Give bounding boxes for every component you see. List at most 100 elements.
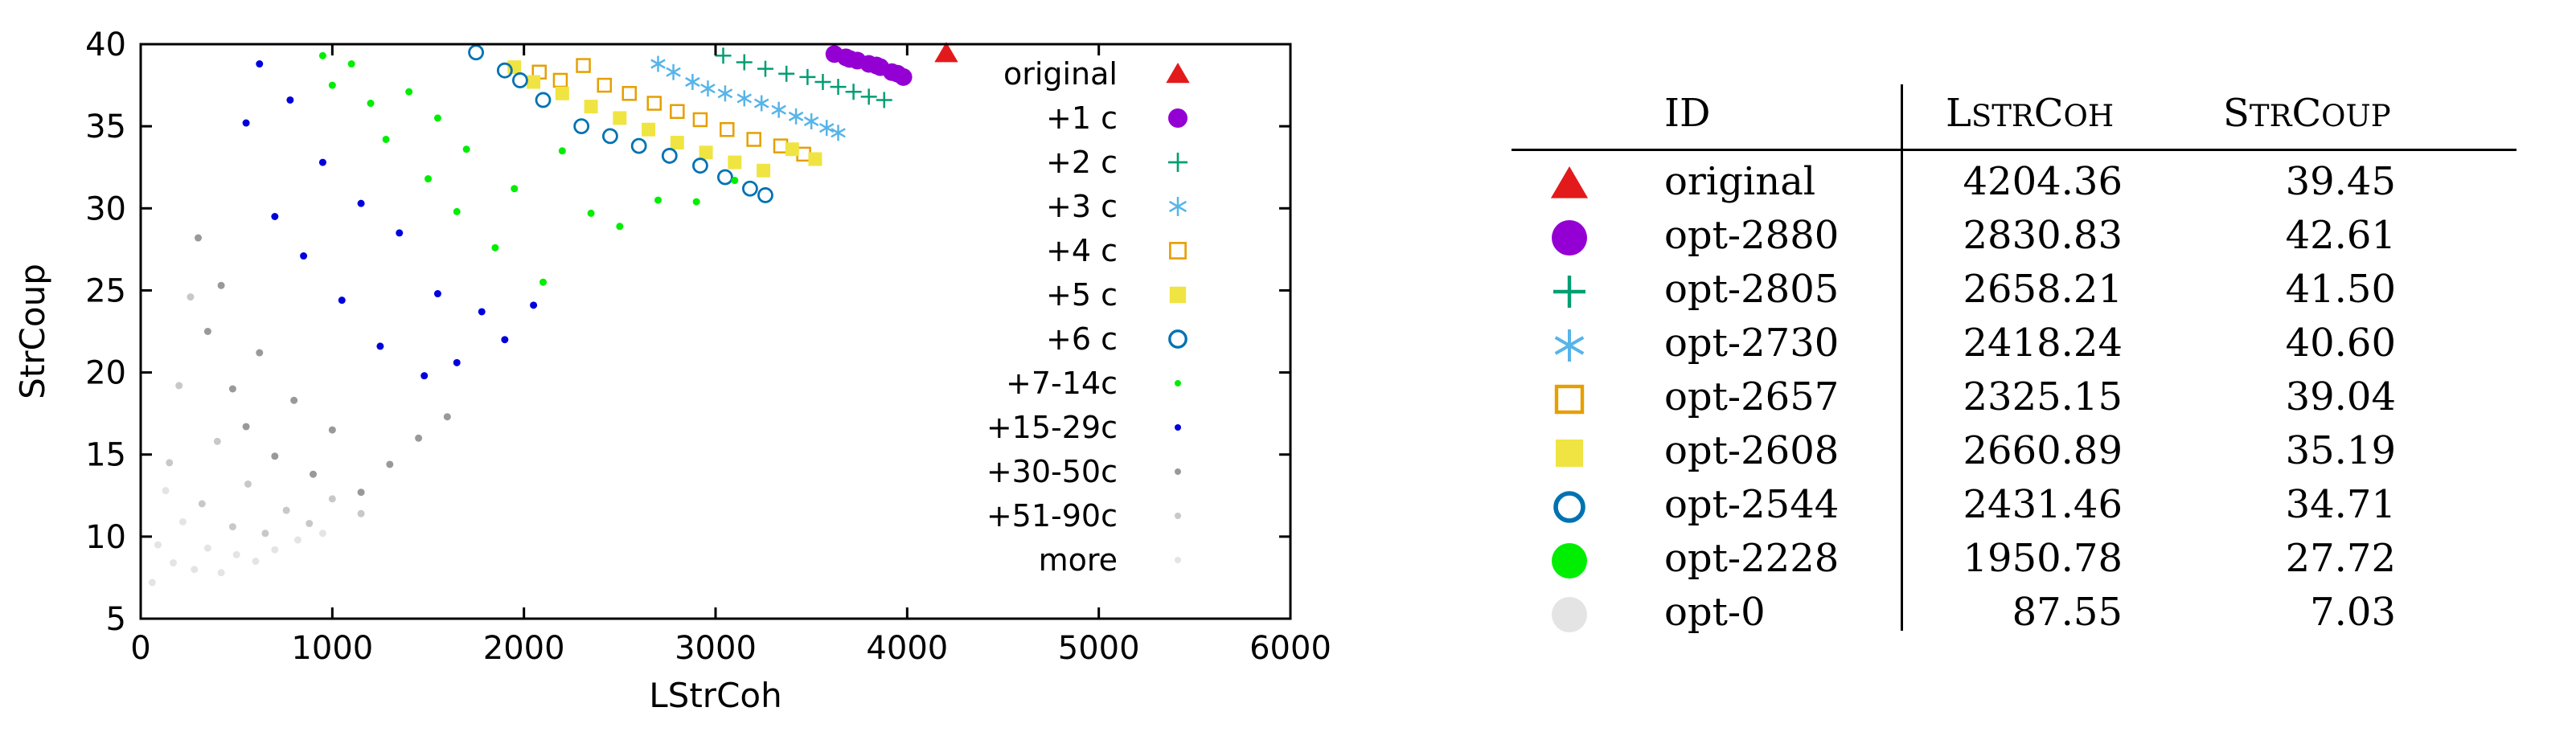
legend-label-5: +5 c <box>1046 277 1118 313</box>
point-s3-2-stroke <box>685 76 700 88</box>
row-lstrcoh: 2660.89 <box>1963 428 2123 473</box>
x-tick-label-0: 0 <box>130 630 150 667</box>
point-s7-15 <box>616 223 624 231</box>
point-s7-7 <box>433 114 441 122</box>
point-s3-5-stroke <box>736 93 753 104</box>
legend-label-4: +4 c <box>1046 233 1118 268</box>
header-strcoup: STRCOUP <box>2223 91 2391 136</box>
point-s2-9 <box>876 92 892 108</box>
row-marker-icon <box>1556 440 1583 467</box>
point-s5-7 <box>699 145 713 160</box>
point-s8-2 <box>271 213 279 220</box>
point-s8-7 <box>357 199 365 207</box>
row-marker-icon <box>1552 597 1587 632</box>
x-tick-label-1: 1000 <box>291 630 373 667</box>
point-s5-8 <box>728 155 742 170</box>
point-s7-16 <box>654 196 662 204</box>
row-marker-shape <box>1553 491 1585 523</box>
point-s2-5 <box>814 73 831 90</box>
point-s11-10 <box>271 546 279 554</box>
legend-marker-5 <box>1169 286 1187 304</box>
row-marker-icon <box>1552 543 1587 579</box>
point-s10-4 <box>213 437 221 445</box>
point-s7-13 <box>558 147 566 155</box>
row-id: opt-2880 <box>1664 213 1840 258</box>
row-marker-shape <box>1550 166 1589 198</box>
point-s4-5 <box>646 96 662 111</box>
point-s9-13 <box>443 413 451 421</box>
point-s7-1 <box>328 81 336 89</box>
y-tick-label-1: 10 <box>85 519 126 556</box>
point-s5-6 <box>670 136 684 150</box>
point-s5-11 <box>808 152 822 166</box>
point-s9-9 <box>328 426 336 434</box>
legend-marker-7 <box>1175 380 1181 386</box>
point-s1-9 <box>888 64 907 83</box>
point-s11-11 <box>293 536 301 544</box>
point-s6-11 <box>757 187 773 203</box>
y-tick-label-4: 25 <box>85 272 126 309</box>
point-s3-10-stroke <box>818 123 835 133</box>
point-s8-14 <box>501 336 509 344</box>
row-id: opt-0 <box>1664 590 1766 635</box>
point-s8-1 <box>256 60 264 68</box>
x-tick-label-4: 4000 <box>866 630 948 667</box>
point-s3-7-stroke <box>771 104 786 115</box>
point-s2-1 <box>736 54 753 71</box>
row-strcoup: 34.71 <box>2285 482 2396 527</box>
point-s7-9 <box>462 145 470 153</box>
point-s6-4 <box>573 118 590 135</box>
header-lstrcoh-c: C <box>2033 91 2064 136</box>
point-s6-9 <box>717 169 733 186</box>
point-s3-6-stroke <box>753 98 769 108</box>
row-id: opt-2805 <box>1664 267 1840 312</box>
table-row: opt-2544 2431.46 34.71 <box>1512 478 2517 532</box>
point-s7-2 <box>347 60 355 68</box>
point-s9-2 <box>217 281 225 289</box>
legend-marker-10 <box>1175 513 1181 519</box>
table-row: opt-2730 2418.24 40.60 <box>1512 317 2517 370</box>
point-s7-17 <box>692 198 700 206</box>
point-s5-4 <box>613 111 627 125</box>
point-s3-1-stroke <box>666 67 681 77</box>
point-s9-8 <box>310 470 317 478</box>
point-s11-3 <box>170 559 178 567</box>
point-s9-10 <box>357 489 365 497</box>
point-s2-4 <box>799 68 816 85</box>
points-layer <box>148 42 958 587</box>
point-s8-6 <box>338 296 346 305</box>
row-lstrcoh: 2418.24 <box>1963 321 2123 366</box>
point-s9-11 <box>386 460 394 468</box>
legend-label-3: +3 c <box>1046 189 1118 224</box>
point-s3-0-stroke <box>650 59 666 69</box>
legend-label-10: +51-90c <box>987 498 1118 534</box>
point-s8-0 <box>242 119 250 127</box>
row-strcoup: 35.19 <box>2285 428 2396 473</box>
point-s7-3 <box>367 100 375 108</box>
point-s8-12 <box>453 358 461 366</box>
point-s11-0 <box>148 579 156 587</box>
point-s11-2 <box>162 487 170 495</box>
point-s11-1 <box>154 541 162 549</box>
point-s3-1 <box>666 63 681 80</box>
point-s11-4 <box>178 517 187 525</box>
point-s7-6 <box>425 175 432 183</box>
table-row: opt-2805 2658.21 41.50 <box>1512 263 2517 317</box>
point-s6-10 <box>742 180 758 197</box>
point-s5-9 <box>757 163 771 178</box>
row-marker-shape <box>1554 329 1585 362</box>
legend-marker-1 <box>1168 108 1188 128</box>
point-s10-10 <box>328 495 336 503</box>
table-row: original 4204.36 39.45 <box>1512 155 2517 209</box>
plot-frame <box>139 43 1292 620</box>
header-lstrcoh: LSTRCOH <box>1946 91 2114 136</box>
point-s5-2 <box>555 86 569 100</box>
point-s11-9 <box>252 558 260 565</box>
point-s8-5 <box>318 158 326 166</box>
point-s4-3 <box>597 77 613 93</box>
row-marker-shape <box>1552 597 1587 632</box>
legend-label-7: +7-14c <box>1006 366 1118 401</box>
point-s7-5 <box>405 88 413 96</box>
table-row: opt-2228 1950.78 27.72 <box>1512 532 2517 586</box>
point-s4-11 <box>796 146 811 162</box>
